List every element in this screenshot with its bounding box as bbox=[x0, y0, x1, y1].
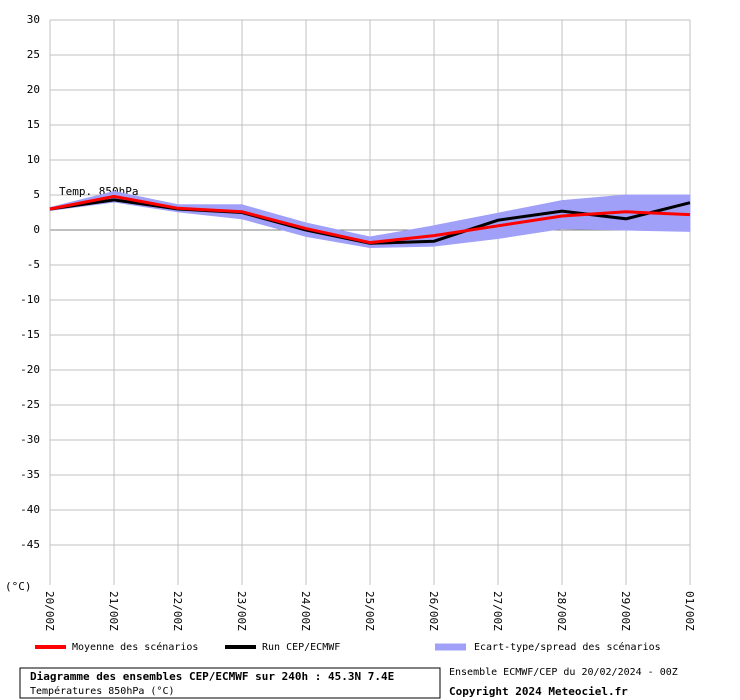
y-tick-label: -30 bbox=[20, 433, 40, 446]
x-tick-label: 22/00Z bbox=[171, 591, 184, 631]
y-tick-label: 10 bbox=[27, 153, 40, 166]
y-axis-label: (°C) bbox=[5, 580, 32, 593]
x-tick-label: 20/00Z bbox=[43, 591, 56, 631]
y-tick-label: 30 bbox=[27, 13, 40, 26]
y-tick-label: 25 bbox=[27, 48, 40, 61]
y-tick-label: 15 bbox=[27, 118, 40, 131]
legend-label: Ecart-type/spread des scénarios bbox=[474, 641, 661, 653]
y-tick-label: -45 bbox=[20, 538, 40, 551]
y-tick-label: -25 bbox=[20, 398, 40, 411]
y-tick-label: -40 bbox=[20, 503, 40, 516]
x-tick-label: 01/00Z bbox=[683, 591, 696, 631]
x-tick-label: 23/00Z bbox=[235, 591, 248, 631]
series-line bbox=[49, 194, 691, 245]
y-tick-label: 0 bbox=[33, 223, 40, 236]
x-tick-label: 29/00Z bbox=[619, 591, 632, 631]
y-tick-label: 5 bbox=[33, 188, 40, 201]
footer-subtitle: Températures 850hPa (°C) bbox=[30, 685, 175, 697]
x-tick-label: 26/00Z bbox=[427, 591, 440, 631]
y-tick-label: 20 bbox=[27, 83, 40, 96]
legend-label: Run CEP/ECMWF bbox=[262, 642, 340, 653]
legend-label: Moyenne des scénarios bbox=[72, 641, 198, 653]
x-tick-label: 25/00Z bbox=[363, 591, 376, 631]
x-tick-label: 24/00Z bbox=[299, 591, 312, 631]
y-tick-label: -35 bbox=[20, 468, 40, 481]
x-tick-label: 27/00Z bbox=[491, 591, 504, 631]
x-tick-label: 28/00Z bbox=[555, 591, 568, 631]
footer-box bbox=[19, 667, 441, 699]
y-tick-label: -5 bbox=[27, 258, 40, 271]
x-tick-label: 21/00Z bbox=[107, 591, 120, 631]
y-tick-label: -20 bbox=[20, 363, 40, 376]
footer-title: Diagramme des ensembles CEP/ECMWF sur 24… bbox=[30, 670, 394, 683]
y-tick-label: -15 bbox=[20, 328, 40, 341]
footer-copyright: Copyright 2024 Meteociel.fr bbox=[449, 685, 628, 698]
y-tick-label: -10 bbox=[20, 293, 40, 306]
footer-run: Ensemble ECMWF/CEP du 20/02/2024 - 00Z bbox=[449, 667, 678, 678]
